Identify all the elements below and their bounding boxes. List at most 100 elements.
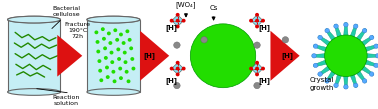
Ellipse shape <box>130 57 134 61</box>
Ellipse shape <box>255 61 259 65</box>
Polygon shape <box>334 24 342 39</box>
Ellipse shape <box>318 35 322 40</box>
Ellipse shape <box>174 42 180 48</box>
Ellipse shape <box>176 61 180 65</box>
Ellipse shape <box>170 67 174 70</box>
Ellipse shape <box>362 28 367 33</box>
Ellipse shape <box>249 67 253 70</box>
Polygon shape <box>172 15 184 26</box>
Bar <box>8 20 60 92</box>
Polygon shape <box>325 70 336 83</box>
Text: [H]: [H] <box>259 24 271 31</box>
Ellipse shape <box>125 29 129 33</box>
Ellipse shape <box>108 41 112 45</box>
Polygon shape <box>344 23 348 37</box>
Ellipse shape <box>374 44 378 48</box>
Text: [H]: [H] <box>281 52 293 59</box>
Ellipse shape <box>123 51 127 54</box>
Ellipse shape <box>119 33 123 36</box>
Ellipse shape <box>103 46 107 50</box>
Ellipse shape <box>190 24 256 88</box>
Text: [H]: [H] <box>143 52 155 59</box>
Ellipse shape <box>105 66 109 69</box>
Polygon shape <box>251 63 263 74</box>
Ellipse shape <box>174 82 180 89</box>
Ellipse shape <box>334 24 338 28</box>
Ellipse shape <box>255 13 259 17</box>
Text: Reaction
solution: Reaction solution <box>53 95 80 106</box>
Polygon shape <box>313 59 328 67</box>
Ellipse shape <box>325 28 330 33</box>
Ellipse shape <box>353 83 358 88</box>
Ellipse shape <box>119 76 123 80</box>
Polygon shape <box>360 65 374 76</box>
Ellipse shape <box>312 54 316 58</box>
Text: [H]: [H] <box>259 77 271 84</box>
Ellipse shape <box>255 72 259 76</box>
Ellipse shape <box>176 25 180 28</box>
Polygon shape <box>251 15 263 26</box>
Polygon shape <box>350 24 358 39</box>
Text: Bacterial
cellulose: Bacterial cellulose <box>52 6 80 17</box>
Polygon shape <box>363 59 378 67</box>
Ellipse shape <box>110 60 114 64</box>
Polygon shape <box>355 70 367 83</box>
Text: [H]: [H] <box>165 24 177 31</box>
Ellipse shape <box>128 38 132 42</box>
Ellipse shape <box>182 19 186 23</box>
Ellipse shape <box>176 19 180 23</box>
Ellipse shape <box>117 57 121 61</box>
Ellipse shape <box>94 30 98 34</box>
Ellipse shape <box>98 69 102 73</box>
Polygon shape <box>318 35 332 47</box>
Text: Fracture
190°C
72h: Fracture 190°C 72h <box>65 22 90 39</box>
Ellipse shape <box>170 19 174 23</box>
Ellipse shape <box>201 37 208 43</box>
Polygon shape <box>313 44 328 52</box>
Ellipse shape <box>369 35 374 40</box>
Ellipse shape <box>127 79 130 83</box>
Ellipse shape <box>282 37 289 43</box>
Polygon shape <box>365 54 378 58</box>
Ellipse shape <box>369 72 374 76</box>
Text: Cs: Cs <box>209 5 218 11</box>
Ellipse shape <box>249 19 253 23</box>
Ellipse shape <box>124 60 127 64</box>
Ellipse shape <box>374 63 378 68</box>
Ellipse shape <box>115 38 119 42</box>
Ellipse shape <box>353 24 358 28</box>
Text: [WO₄]: [WO₄] <box>176 1 196 8</box>
Ellipse shape <box>87 89 140 95</box>
Bar <box>87 20 140 92</box>
Ellipse shape <box>107 32 111 35</box>
Ellipse shape <box>255 25 259 28</box>
Ellipse shape <box>116 48 120 51</box>
Ellipse shape <box>104 56 108 60</box>
Ellipse shape <box>98 59 101 63</box>
Ellipse shape <box>96 50 100 53</box>
Ellipse shape <box>325 35 367 77</box>
Ellipse shape <box>261 19 265 23</box>
Ellipse shape <box>176 72 180 76</box>
Ellipse shape <box>96 40 99 44</box>
Ellipse shape <box>99 78 103 82</box>
Polygon shape <box>325 28 336 42</box>
Ellipse shape <box>344 85 348 89</box>
Polygon shape <box>312 54 327 58</box>
Polygon shape <box>350 73 358 88</box>
Ellipse shape <box>102 37 106 41</box>
Ellipse shape <box>313 63 318 68</box>
Ellipse shape <box>112 70 115 74</box>
Ellipse shape <box>254 82 260 89</box>
Ellipse shape <box>125 70 129 74</box>
Ellipse shape <box>106 75 110 79</box>
Ellipse shape <box>362 79 367 83</box>
Ellipse shape <box>261 67 265 70</box>
Ellipse shape <box>182 67 186 70</box>
Ellipse shape <box>87 16 140 23</box>
Ellipse shape <box>129 46 133 50</box>
Polygon shape <box>360 35 374 47</box>
Ellipse shape <box>8 16 60 23</box>
Ellipse shape <box>122 41 125 45</box>
Polygon shape <box>344 74 348 89</box>
